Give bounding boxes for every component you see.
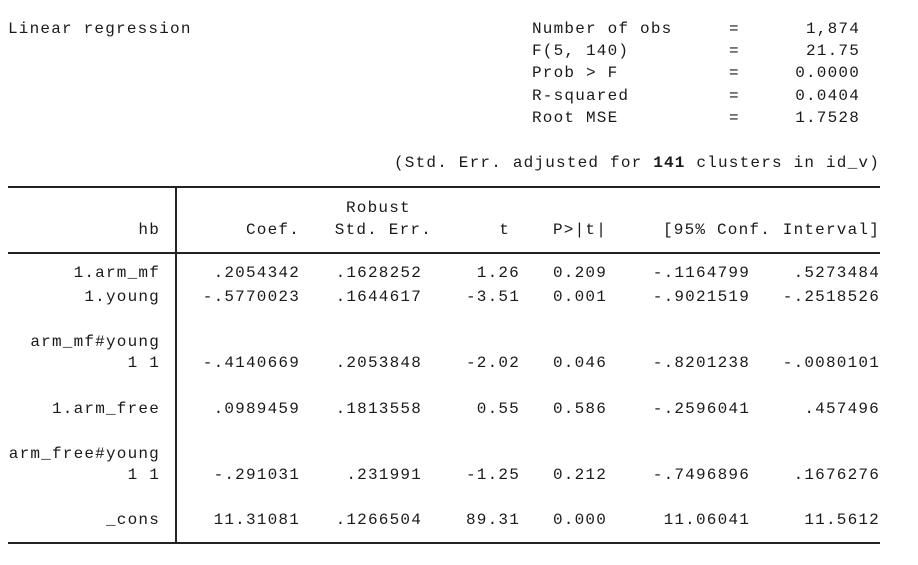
note-text: clusters in id_v)	[696, 154, 881, 172]
title: Linear regression	[8, 20, 192, 38]
cell: .5273484	[793, 264, 880, 282]
cell: .1676276	[793, 466, 880, 484]
top-rule	[8, 186, 880, 188]
cell: .1644617	[335, 288, 422, 306]
cell: 1.26	[476, 264, 520, 282]
cell: -2.02	[465, 354, 520, 372]
stat-label: Prob > F	[532, 64, 619, 82]
row-label: 1.arm_mf	[73, 264, 160, 282]
cell: -.2518526	[782, 288, 880, 306]
row-label: _cons	[105, 511, 160, 529]
header-rule	[8, 252, 880, 254]
cell: .1813558	[335, 400, 422, 418]
column-header: [95% Conf.	[662, 221, 771, 239]
row-label: 1.young	[84, 288, 160, 306]
column-super-header: Robust	[346, 199, 411, 217]
stat-label: F(5, 140)	[532, 42, 630, 60]
stat-label: Root MSE	[532, 109, 619, 127]
cell: 11.31081	[213, 511, 300, 529]
cell: 0.209	[552, 264, 607, 282]
bottom-rule	[8, 542, 880, 544]
cell: 0.212	[552, 466, 607, 484]
cell: .1628252	[335, 264, 422, 282]
stat-equals: =	[729, 87, 740, 105]
stat-value: 21.75	[805, 42, 860, 60]
cell: 11.06041	[663, 511, 750, 529]
cell: -.1164799	[652, 264, 750, 282]
cell: -.0080101	[782, 354, 880, 372]
cell: -.7496896	[652, 466, 750, 484]
stat-equals: =	[729, 20, 740, 38]
cell: .1266504	[335, 511, 422, 529]
note-clusters: 141	[653, 154, 686, 172]
cell: 0.000	[552, 511, 607, 529]
column-header: P>|t|	[552, 221, 607, 239]
cell: .2054342	[213, 264, 300, 282]
stat-label: Number of obs	[532, 20, 673, 38]
stat-value: 1,874	[805, 20, 860, 38]
stat-equals: =	[729, 109, 740, 127]
column-header: t	[499, 221, 510, 239]
cell: -.4140669	[202, 354, 300, 372]
cell: .457496	[804, 400, 880, 418]
cell: .0989459	[213, 400, 300, 418]
cell: -1.25	[465, 466, 520, 484]
row-label: arm_free#young	[8, 445, 160, 463]
column-header: Coef.	[245, 221, 300, 239]
stat-equals: =	[729, 42, 740, 60]
stat-value: 0.0000	[795, 64, 860, 82]
cell: 0.586	[552, 400, 607, 418]
cell: -.5770023	[202, 288, 300, 306]
cell: 0.001	[552, 288, 607, 306]
cell: -.2596041	[652, 400, 750, 418]
row-label: 1 1	[127, 354, 160, 372]
cell: .2053848	[335, 354, 422, 372]
stat-value: 0.0404	[795, 87, 860, 105]
column-header: Interval]	[782, 221, 880, 239]
vertical-rule	[175, 186, 177, 543]
cell: 0.046	[552, 354, 607, 372]
stat-value: 1.7528	[795, 109, 860, 127]
row-label: arm_mf#young	[30, 333, 160, 351]
column-header: Std. Err.	[334, 221, 432, 239]
cell: -.9021519	[652, 288, 750, 306]
stat-label: R-squared	[532, 87, 630, 105]
row-label: 1.arm_free	[51, 400, 160, 418]
cell: 11.5612	[804, 511, 880, 529]
row-label: 1 1	[127, 466, 160, 484]
column-header: hb	[138, 221, 160, 239]
cell: -3.51	[465, 288, 520, 306]
cell: 89.31	[465, 511, 520, 529]
cell: -.8201238	[652, 354, 750, 372]
note-text: (Std. Err. adjusted for	[394, 154, 643, 172]
stat-equals: =	[729, 64, 740, 82]
cell: .231991	[346, 466, 422, 484]
cell: -.291031	[213, 466, 300, 484]
cell: 0.55	[476, 400, 520, 418]
